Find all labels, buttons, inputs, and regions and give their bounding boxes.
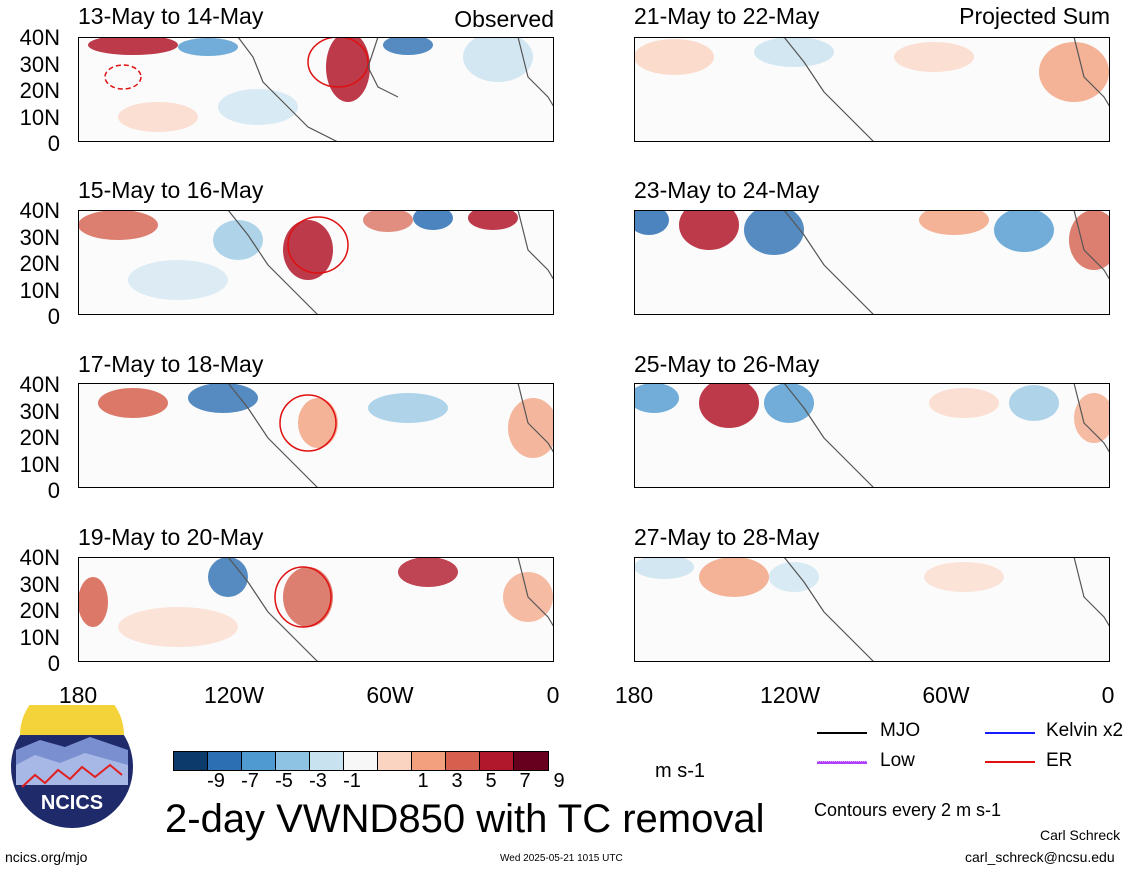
lat-label: 20N xyxy=(19,251,60,276)
colorbar-swatch xyxy=(208,752,242,770)
site-url[interactable]: ncics.org/mjo xyxy=(5,849,88,865)
panel-title-right-1: 21-May to 22-May xyxy=(634,3,820,29)
legend-line-mjo xyxy=(817,732,867,734)
colorbar-tick: -9 xyxy=(207,770,225,792)
panel-title-left-4: 19-May to 20-May xyxy=(78,524,264,550)
lon-label-left-0: 0 xyxy=(546,682,560,708)
lon-label-right-60w: 60W xyxy=(922,682,970,708)
lat-label: 40N xyxy=(19,25,60,50)
colorbar-swatch xyxy=(480,752,514,770)
colorbar-swatch xyxy=(310,752,344,770)
observed-label: Observed xyxy=(454,6,554,32)
lon-label-left-120w: 120W xyxy=(203,682,265,708)
legend-label-er: ER xyxy=(1046,750,1073,771)
legend-label-low: Low xyxy=(880,750,915,771)
lat-label: 0 xyxy=(47,478,60,503)
map-panel-left-4 xyxy=(78,557,554,662)
panel-title-right-3: 25-May to 26-May xyxy=(634,351,820,377)
lat-label: 10N xyxy=(19,278,60,303)
panel-title-left-2: 15-May to 16-May xyxy=(78,177,264,203)
projected-label: Projected Sum xyxy=(959,3,1110,29)
map-panel-right-2 xyxy=(634,210,1110,315)
panel-title-left-3: 17-May to 18-May xyxy=(78,351,264,377)
lat-label: 0 xyxy=(47,651,60,676)
lat-label: 10N xyxy=(19,625,60,650)
colorbar-tick: 9 xyxy=(553,770,565,792)
colorbar-units: m s-1 xyxy=(655,760,705,782)
lat-label: 0 xyxy=(47,131,60,156)
lat-label: 40N xyxy=(19,372,60,397)
lon-label-left-180: 180 xyxy=(58,682,98,708)
legend-line-kelvin xyxy=(985,732,1035,734)
lat-label: 10N xyxy=(19,105,60,130)
lat-label: 10N xyxy=(19,452,60,477)
map-panel-left-1 xyxy=(78,37,554,142)
author-email[interactable]: carl_schreck@ncsu.edu xyxy=(965,849,1115,865)
lon-label-left-60w: 60W xyxy=(366,682,414,708)
colorbar-tick: 7 xyxy=(519,770,531,792)
map-panel-right-1 xyxy=(634,37,1110,142)
colorbar-swatch xyxy=(344,752,378,770)
legend-line-er xyxy=(985,761,1035,763)
legend-label-mjo: MJO xyxy=(880,720,921,741)
colorbar-tick: -3 xyxy=(309,770,327,792)
colorbar-swatch xyxy=(276,752,310,770)
lat-label: 20N xyxy=(19,425,60,450)
lon-label-right-0: 0 xyxy=(1101,682,1115,708)
panel-title-left-1: 13-May to 14-May xyxy=(78,3,264,29)
panel-title-right-4: 27-May to 28-May xyxy=(634,524,820,550)
main-title: 2-day VWND850 with TC removal xyxy=(165,797,765,841)
ncics-logo: NCICS xyxy=(11,705,133,828)
legend-label-kelvin: Kelvin x2 xyxy=(1046,720,1124,741)
lat-label: 30N xyxy=(19,572,60,597)
colorbar-swatch xyxy=(174,752,208,770)
lat-label: 40N xyxy=(19,198,60,223)
map-panel-left-3 xyxy=(78,383,554,488)
map-panel-right-4 xyxy=(634,557,1110,662)
map-panel-left-2 xyxy=(78,210,554,315)
lon-label-right-180: 180 xyxy=(614,682,654,708)
lat-label: 30N xyxy=(19,225,60,250)
colorbar-tick: 5 xyxy=(485,770,497,792)
lat-label: 40N xyxy=(19,545,60,570)
colorbar-swatch xyxy=(412,752,446,770)
contours-note: Contours every 2 m s-1 xyxy=(814,800,1002,820)
colorbar-tick: -5 xyxy=(275,770,293,792)
legend-line-low xyxy=(817,761,867,764)
colorbar-tick: 3 xyxy=(451,770,463,792)
lat-label: 0 xyxy=(47,304,60,329)
colorbar-swatch xyxy=(378,752,412,770)
lat-label: 20N xyxy=(19,78,60,103)
colorbar-tick: -1 xyxy=(343,770,361,792)
colorbar-swatch xyxy=(446,752,480,770)
lat-label: 20N xyxy=(19,598,60,623)
logo-text: NCICS xyxy=(41,792,103,814)
colorbar xyxy=(173,751,549,771)
colorbar-swatch xyxy=(242,752,276,770)
lat-label: 30N xyxy=(19,52,60,77)
timestamp: Wed 2025-05-21 1015 UTC xyxy=(500,853,623,864)
colorbar-tick: 1 xyxy=(417,770,429,792)
colorbar-swatch xyxy=(514,752,548,770)
lon-label-right-120w: 120W xyxy=(759,682,821,708)
colorbar-tick: -7 xyxy=(241,770,259,792)
lat-label: 30N xyxy=(19,399,60,424)
author-name: Carl Schreck xyxy=(1040,827,1121,843)
map-panel-right-3 xyxy=(634,383,1110,488)
panel-title-right-2: 23-May to 24-May xyxy=(634,177,820,203)
